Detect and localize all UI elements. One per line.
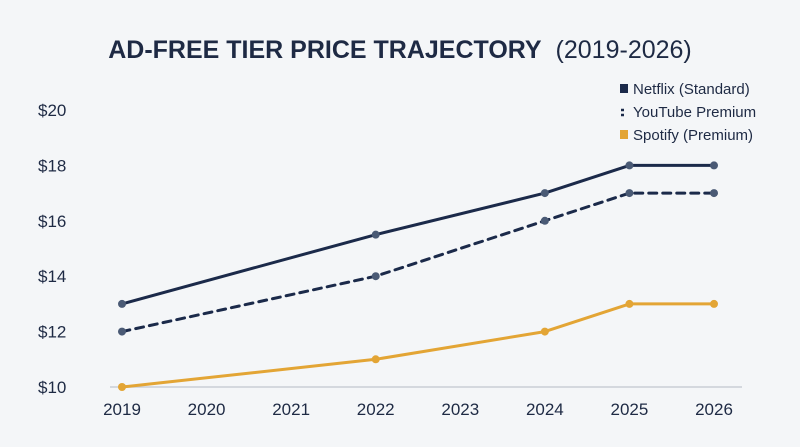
x-tick-label: 2022 — [357, 400, 395, 419]
x-tick-label: 2021 — [272, 400, 310, 419]
chart-title: AD-FREE TIER PRICE TRAJECTORY (2019-2026… — [108, 36, 692, 64]
legend-swatch-2 — [620, 130, 628, 139]
x-tick-label: 2023 — [441, 400, 479, 419]
legend: Netflix (Standard) YouTube Premium Spotify… — [620, 81, 756, 144]
x-tick-label: 2024 — [526, 400, 564, 419]
data-point-series-0 — [710, 161, 718, 170]
data-point-series-1 — [118, 327, 126, 336]
y-tick-label: $12 — [38, 323, 66, 342]
x-tick-label: 2026 — [695, 400, 733, 419]
data-point-series-1 — [625, 189, 634, 198]
series-line-2 — [120, 302, 716, 389]
legend-label-2: Spotify (Premium) — [633, 127, 753, 144]
legend-swatch-0 — [620, 84, 628, 93]
x-tick-label: 2020 — [188, 400, 226, 419]
legend-label-0: Netflix (Standard) — [633, 81, 750, 98]
data-point-series-0 — [371, 230, 380, 239]
data-point-series-1 — [371, 272, 380, 281]
legend-label-1: YouTube Premium — [633, 104, 756, 121]
series-line-0 — [120, 163, 716, 306]
data-point-series-2 — [540, 327, 549, 336]
y-tick-label: $16 — [38, 212, 66, 231]
series-lines — [120, 163, 716, 389]
data-point-series-0 — [118, 299, 126, 308]
data-point-series-1 — [710, 189, 718, 198]
data-point-series-2 — [710, 299, 718, 308]
data-points — [118, 161, 718, 391]
data-point-series-0 — [625, 161, 634, 170]
x-tick-label: 2025 — [611, 400, 649, 419]
data-point-series-1 — [540, 216, 549, 225]
axes: $10 $12 $14 $16 $18 $20 2019 2020 2021 2022 2023 20… — [38, 101, 742, 419]
x-tick-label: 2019 — [103, 400, 141, 419]
data-point-series-0 — [540, 189, 549, 198]
y-tick-label: $10 — [38, 378, 66, 397]
data-point-series-2 — [371, 355, 380, 364]
data-point-series-2 — [118, 383, 126, 391]
y-tick-label: $20 — [38, 101, 66, 120]
chart-title-main: AD-FREE TIER PRICE TRAJECTORY — [108, 36, 542, 64]
data-point-series-2 — [625, 299, 634, 308]
chart-subtitle: (2019-2026) — [556, 36, 692, 64]
y-tick-label: $14 — [38, 267, 66, 286]
y-tick-label: $18 — [38, 156, 66, 175]
series-line-1 — [120, 191, 716, 334]
